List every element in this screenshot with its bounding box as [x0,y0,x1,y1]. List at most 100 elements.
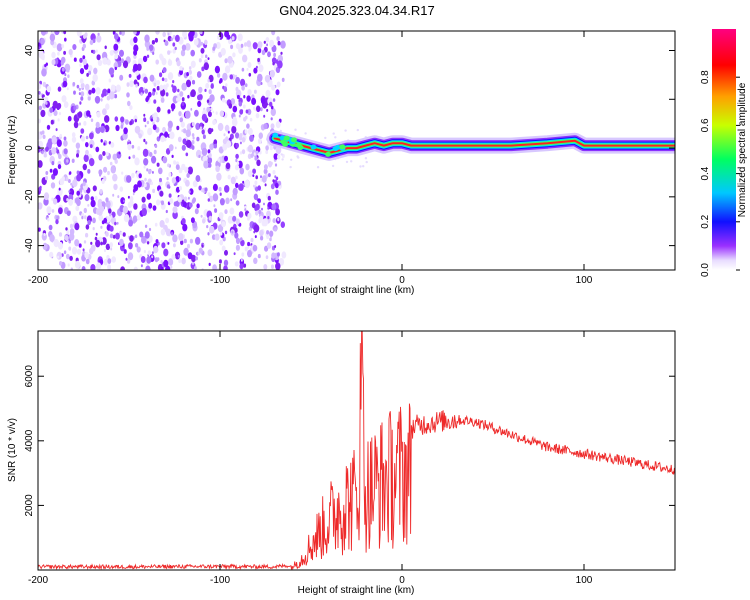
noise-dot [176,125,180,131]
noise-dot [269,39,275,48]
noise-dot [218,259,222,264]
noise-dot [207,78,210,83]
noise-dot [259,229,264,237]
noise-dot [70,182,73,186]
noise-dot [167,50,171,55]
noise-dot [257,57,260,63]
noise-dot [199,126,202,130]
noise-dot [202,134,206,139]
noise-dot [227,55,233,64]
noise-dot [234,164,240,171]
snr-panel: -200 -100 0 100 2000 4000 6000 Height of stra… [7,330,676,596]
noise-dot [229,207,235,215]
noise-dot [78,122,81,126]
noise-dot [230,44,234,50]
noise-dot [79,101,82,105]
noise-dot [159,72,163,78]
noise-dot [98,214,103,222]
noise-dot [38,105,43,111]
noise-dot [64,73,67,77]
noise-dot [168,193,172,198]
noise-dot [115,232,120,240]
noise-dot [146,95,150,101]
noise-dot [238,135,243,141]
noise-dot [272,218,276,224]
noise-dot [51,147,57,155]
noise-dot [205,82,210,89]
noise-dot [165,228,171,237]
noise-dot [212,119,217,126]
signal-blob [291,137,297,143]
noise-dot [254,156,258,161]
noise-dot [144,88,149,94]
noise-dot [120,231,123,236]
noise-dot [72,179,78,188]
noise-dot [114,116,119,122]
noise-dot [127,195,130,199]
noise-dot [204,127,207,131]
noise-dot [324,136,327,140]
noise-dot [232,52,236,58]
noise-dot [80,91,85,97]
noise-dot [250,237,254,243]
noise-dot [179,69,183,76]
noise-dot [232,116,236,121]
noise-dot [151,251,154,255]
noise-dot [238,114,241,118]
noise-dot [260,175,262,179]
noise-dot [153,245,159,254]
noise-dot [96,262,102,270]
noise-dot [200,41,204,46]
noise-dot [71,132,76,138]
noise-dot [108,67,115,76]
noise-dot [133,36,138,44]
noise-dot [119,186,124,192]
noise-dot [350,160,353,163]
noise-dot [172,206,178,214]
noise-dot [41,130,45,135]
noise-dot [91,49,94,54]
noise-dot [122,60,129,69]
noise-dot [185,179,190,187]
noise-dot [96,111,101,118]
noise-dot [95,87,101,95]
noise-dot [102,151,106,156]
noise-dot [212,264,217,270]
noise-dot [67,115,72,122]
noise-dot [159,84,164,91]
noise-dot [275,176,279,181]
noise-dot [84,194,90,202]
noise-dot [227,174,231,180]
noise-dot [212,193,219,202]
noise-dot [112,153,118,161]
noise-dot [266,230,270,235]
signal-blob [332,146,339,152]
noise-dot [262,218,269,227]
noise-dot [252,42,258,50]
noise-dot [268,173,271,178]
noise-dot [89,39,94,46]
noise-dot [274,227,277,232]
noise-dot [120,197,126,205]
noise-dot [50,182,56,189]
noise-dot [79,63,82,67]
noise-dot [162,156,168,164]
noise-dot [152,115,157,122]
noise-dot [54,31,60,36]
top-y-tick-label: -40 [24,238,35,253]
noise-dot [79,68,85,75]
noise-dot [181,129,184,133]
noise-dot [57,102,62,110]
noise-dot [172,234,178,243]
noise-dot [140,256,146,263]
noise-dot [176,60,181,67]
noise-dot [218,146,224,154]
noise-dot [231,230,234,234]
bottom-x-tick-label: -100 [210,575,230,586]
noise-dot [204,39,208,45]
noise-dot [77,111,83,118]
noise-dot [95,146,100,153]
noise-dot [219,198,225,206]
noise-dot [252,244,258,252]
noise-dot [51,59,56,66]
